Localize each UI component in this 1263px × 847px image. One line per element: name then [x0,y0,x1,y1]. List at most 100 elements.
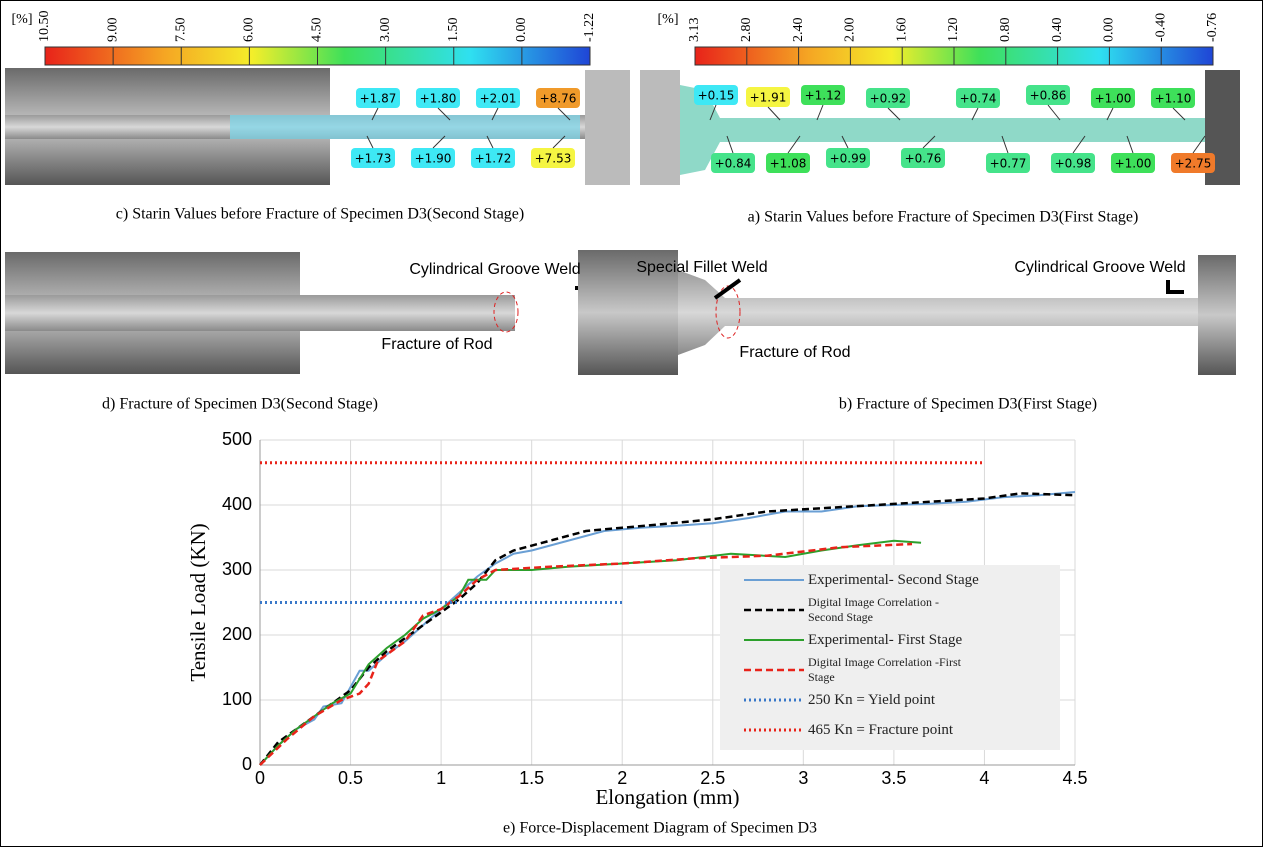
strain-label: +1.00 [1095,92,1132,106]
legend-swatch [744,579,804,581]
x-tick-label: 2 [617,768,627,788]
strain-label: +1.08 [770,157,807,171]
strain-label-box [1026,85,1070,105]
strain-leader [366,135,374,149]
colorbar-label: 1.60 [894,18,909,43]
x-tick-label: 3 [798,768,808,788]
caption: c) Starin Values before Fracture of Spec… [116,206,524,223]
strain-leader [887,107,901,121]
strain-leader [1172,107,1186,121]
strain-leader [1072,135,1086,154]
legend-label: Experimental- Second Stage [808,571,979,588]
strain-label-box [901,148,945,168]
strain-label-box [956,88,1000,108]
legend-swatch [744,608,804,612]
strain-label: +0.84 [715,157,752,171]
colorbar-label: 2.80 [739,18,754,43]
strain-label: +0.77 [990,157,1027,171]
strain-label: +0.76 [905,152,942,166]
colorbar-label: 6.00 [242,18,257,43]
legend-entry: Digital Image Correlation -First Stage [720,655,1060,685]
strain-label: +1.80 [420,92,457,106]
legend-label: Experimental- First Stage [808,631,963,648]
strain-label-box [1111,153,1155,173]
strain-leader [841,135,849,149]
legend-entry: 465 Kn = Fracture point [720,715,1060,745]
strain-label-box [531,148,575,168]
strain-label: +1.91 [750,91,787,105]
annotation: Fracture of Rod [381,336,492,353]
legend-label: Digital Image Correlation -Second Stage [808,595,939,624]
colorbar-label: 3.00 [378,18,393,43]
annotation: Cylindrical Groove Weld [1014,259,1185,276]
strain-label-box [1051,153,1095,173]
strain-leader [432,135,446,149]
strain-label: +1.10 [1155,92,1192,106]
legend-swatch [744,668,804,672]
x-axis-title: Elongation (mm) [595,785,739,809]
colorbar-label: 7.50 [173,18,188,43]
strain-leader [371,107,379,121]
strain-leader [1192,135,1206,154]
strain-leader [709,104,717,121]
strain-label-box [826,148,870,168]
legend-swatch [744,639,804,641]
legend-entry: 250 Kn = Yield point [720,685,1060,715]
caption: b) Fracture of Specimen D3(First Stage) [839,396,1097,413]
strain-label-box [356,88,400,108]
strain-leader [1126,135,1134,154]
colorbar-label: 0.00 [1102,18,1117,43]
strain-leader [552,135,566,149]
colorbar-label: -0.40 [1153,13,1168,42]
strain-label: +1.72 [475,152,512,166]
colorbar-label: 4.50 [310,18,325,43]
strain-leader [437,107,451,121]
colorbar-label: 10.50 [37,11,52,43]
colorbar-label: 1.20 [946,18,961,43]
annotation: Special Fillet Weld [636,259,767,276]
legend-entry: Experimental- Second Stage [720,565,1060,595]
x-tick-label: 4 [979,768,989,788]
strain-label-box [986,153,1030,173]
colorbar-label: 2.40 [791,18,806,43]
strain-label-box [694,85,738,105]
colorbar-label: 9.00 [105,18,120,43]
legend-swatch [744,698,804,702]
strain-label: +7.53 [535,152,572,166]
strain-label: +8.76 [540,92,577,106]
annotation: Fracture of Rod [739,344,850,361]
strain-label: +1.73 [355,152,392,166]
colorbar-label: -1.22 [582,13,597,42]
colorbar-label: 0.00 [514,18,529,43]
strain-label-box [471,148,515,168]
strain-label-box [711,153,755,173]
y-tick-label: 0 [242,754,252,774]
strain-label-box [1091,88,1135,108]
colorbar-label: 2.00 [843,18,858,43]
strain-label-box [476,88,520,108]
colorbar-label: 3.13 [687,18,702,43]
strain-leader [816,104,824,121]
strain-leader [1047,104,1061,121]
series-line [259,542,913,766]
strain-leader [767,106,781,121]
strain-label: +0.98 [1055,157,1092,171]
strain-leader [1106,107,1114,121]
photo-c [5,68,630,185]
caption: a) Starin Values before Fracture of Spec… [748,209,1139,226]
strain-leader [787,135,801,154]
strain-label: +1.90 [415,152,452,166]
strain-label: +0.99 [830,152,867,166]
caption: e) Force-Displacement Diagram of Specime… [503,820,817,837]
x-tick-label: 2.5 [700,768,725,788]
caption: d) Fracture of Specimen D3(Second Stage) [102,396,378,413]
colorbar-unit: [%] [12,12,33,27]
photo-b [578,250,1236,375]
x-tick-label: 1.5 [519,768,544,788]
strain-leader [486,135,494,149]
strain-label-box [351,148,395,168]
legend-label: Digital Image Correlation -First Stage [808,655,961,684]
strain-label: +0.15 [698,89,735,103]
series-line [259,539,922,766]
